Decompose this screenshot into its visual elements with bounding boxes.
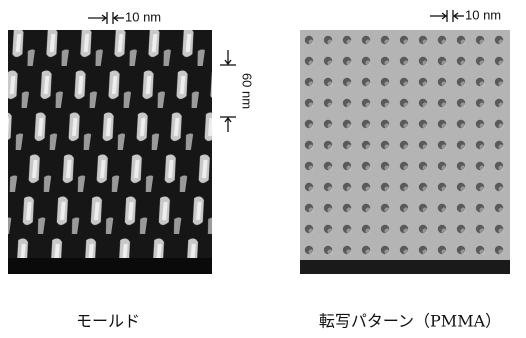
- scale-label: 60 nm: [240, 73, 255, 109]
- mold-image: [8, 30, 212, 274]
- scale-label: 10 nm: [465, 7, 501, 22]
- image-footer: [300, 260, 510, 274]
- left-micrograph: 10 nm 60 nm モールド: [8, 9, 255, 330]
- scale-bar-top: [88, 12, 124, 24]
- caption: 転写パターン（PMMA）: [319, 312, 501, 331]
- figure: 10 nm 60 nm モールド 10 nm 転写パターン（PMMA）: [0, 0, 526, 338]
- pmma-image: [300, 30, 510, 274]
- scale-bar-side: [220, 50, 236, 132]
- scale-label: 10 nm: [125, 9, 161, 24]
- scale-bar-top: [430, 10, 464, 22]
- caption: モールド: [76, 312, 140, 331]
- image-footer: [8, 258, 212, 274]
- right-micrograph: 10 nm 転写パターン（PMMA）: [300, 7, 510, 330]
